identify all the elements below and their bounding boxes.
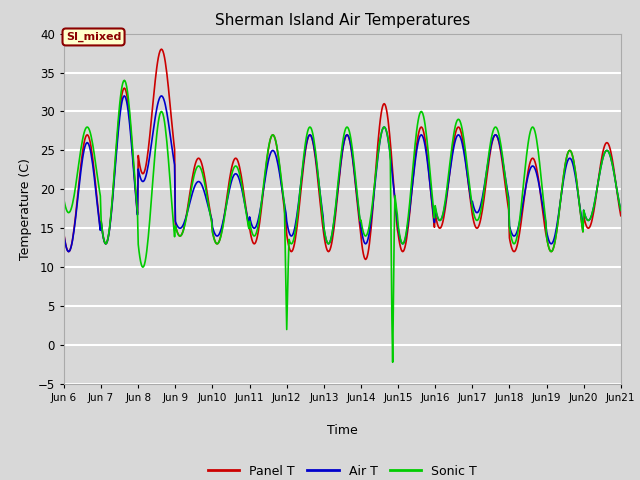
Air T — [120, 93, 128, 99]
Sonic T — [445, 174, 452, 180]
Line: Panel T: Panel T — [64, 49, 621, 259]
Text: SI_mixed: SI_mixed — [66, 32, 121, 42]
Legend: Panel T, Air T, Sonic T: Panel T, Air T, Sonic T — [203, 460, 482, 480]
Panel T — [445, 181, 452, 187]
Air T — [335, 172, 343, 178]
Air T — [445, 180, 452, 186]
X-axis label: Time: Time — [327, 424, 358, 437]
Air T — [65, 249, 72, 254]
Panel T — [568, 149, 575, 155]
Sonic T — [207, 216, 215, 221]
Air T — [568, 157, 575, 163]
Sonic T — [568, 149, 575, 155]
Sonic T — [60, 197, 68, 203]
Sonic T — [120, 77, 128, 83]
Sonic T — [617, 207, 625, 213]
Air T — [208, 216, 216, 222]
Air T — [617, 207, 625, 213]
Panel T — [183, 209, 191, 215]
Sonic T — [390, 292, 397, 298]
Panel T — [207, 214, 215, 219]
Panel T — [157, 46, 165, 52]
Line: Sonic T: Sonic T — [64, 80, 621, 362]
Air T — [390, 182, 397, 188]
Sonic T — [389, 360, 397, 365]
Air T — [184, 208, 191, 214]
Panel T — [335, 183, 342, 189]
Line: Air T: Air T — [64, 96, 621, 252]
Panel T — [390, 179, 397, 184]
Panel T — [617, 213, 625, 218]
Title: Sherman Island Air Temperatures: Sherman Island Air Temperatures — [215, 13, 470, 28]
Sonic T — [335, 175, 342, 180]
Panel T — [60, 232, 68, 238]
Y-axis label: Temperature (C): Temperature (C) — [19, 158, 32, 260]
Sonic T — [183, 212, 191, 217]
Panel T — [362, 256, 369, 262]
Air T — [60, 233, 68, 239]
